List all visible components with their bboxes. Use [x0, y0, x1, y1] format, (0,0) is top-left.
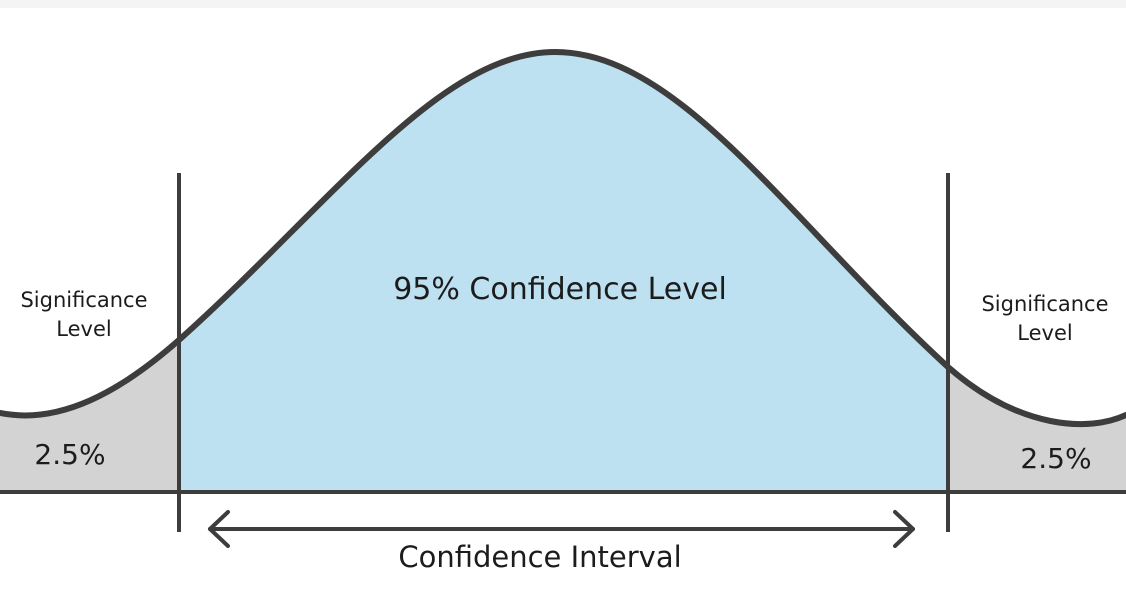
right-significance-label: Significance Level: [962, 290, 1126, 348]
top-strip: [0, 0, 1126, 8]
right-significance-line2: Level: [1017, 321, 1073, 345]
left-tail-value: 2.5%: [34, 438, 106, 471]
right-tail-value: 2.5%: [1020, 442, 1092, 475]
right-significance-line1: Significance: [981, 292, 1109, 316]
left-significance-line1: Significance: [20, 288, 148, 312]
interval-label: Confidence Interval: [398, 540, 682, 574]
center-label: 95% Confidence Level: [393, 272, 727, 307]
left-significance-line2: Level: [56, 317, 112, 341]
interval-arrow: [208, 510, 915, 548]
arrow-left-head: [208, 510, 230, 548]
bell-curve: [0, 48, 1126, 428]
left-significance-label: Significance Level: [0, 286, 168, 344]
right-tail-area: [948, 367, 1126, 492]
confidence-area: [179, 52, 948, 492]
arrow-right-head: [893, 510, 915, 548]
